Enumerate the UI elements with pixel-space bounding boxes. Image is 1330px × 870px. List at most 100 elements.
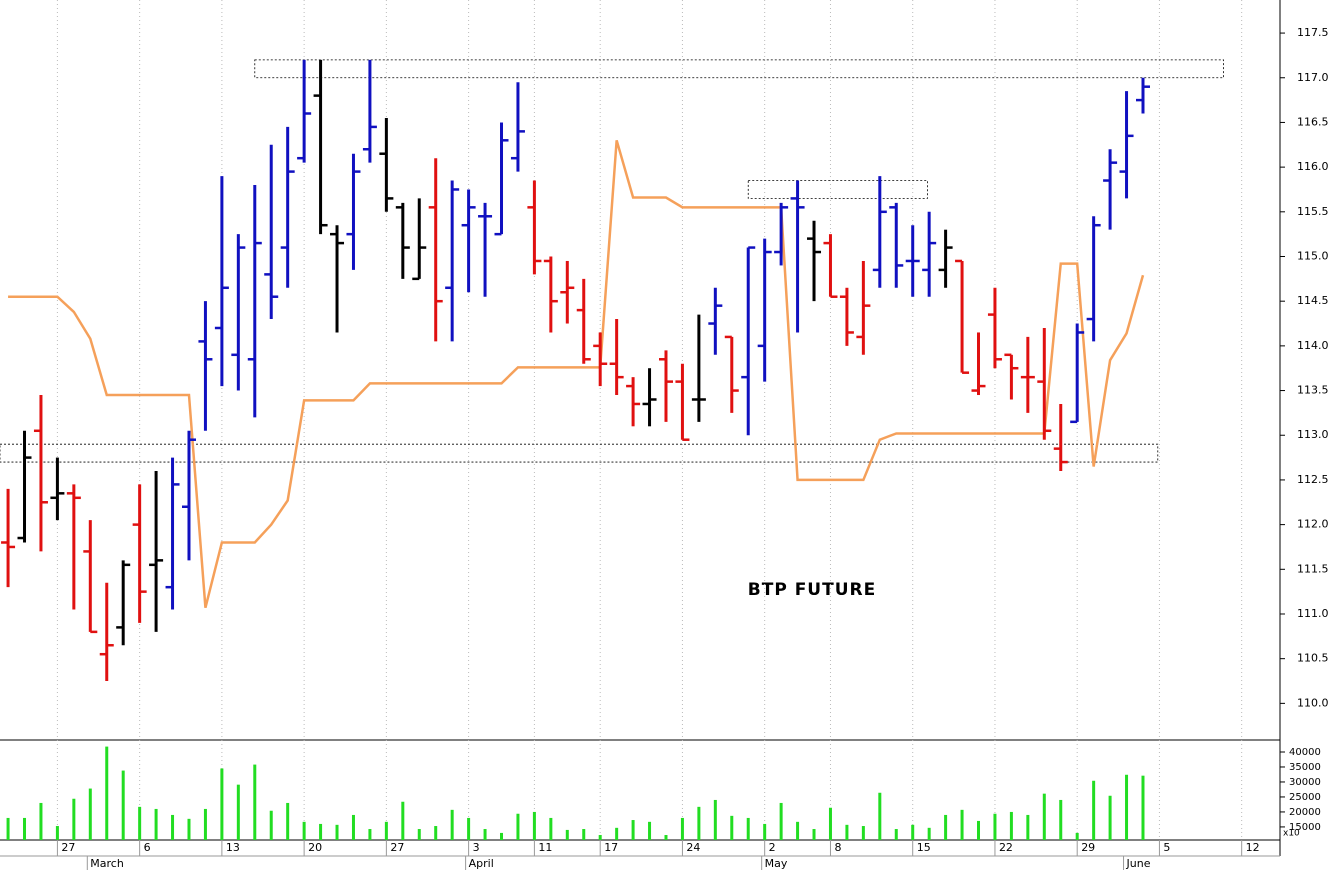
volume-bar bbox=[1075, 832, 1079, 840]
y-tick-label: 117.5 bbox=[1297, 26, 1329, 39]
volume-bar bbox=[911, 824, 915, 840]
month-label: April bbox=[469, 857, 494, 870]
volume-bar bbox=[467, 817, 471, 840]
volume-bar bbox=[6, 817, 10, 840]
volume-bar bbox=[960, 809, 964, 840]
volume-bar bbox=[598, 835, 602, 840]
volume-bar bbox=[861, 826, 865, 840]
volume-bar bbox=[23, 817, 27, 840]
volume-bar bbox=[1042, 793, 1046, 840]
volume-bar bbox=[1026, 814, 1030, 840]
y-tick-label: 115.5 bbox=[1297, 205, 1329, 218]
x-tick-label: 11 bbox=[538, 841, 552, 854]
volume-bar bbox=[187, 818, 191, 840]
x-tick-label: 2 bbox=[769, 841, 776, 854]
volume-bar bbox=[203, 808, 207, 840]
zone bbox=[747, 180, 928, 199]
volume-bar bbox=[927, 827, 931, 840]
x-tick-label: 5 bbox=[1163, 841, 1170, 854]
volume-bar bbox=[779, 802, 783, 840]
volume-bar bbox=[648, 821, 652, 840]
y-tick-label: 112.0 bbox=[1297, 518, 1329, 531]
volume-bar bbox=[105, 746, 109, 840]
y-tick-label: 117.0 bbox=[1297, 71, 1329, 84]
volume-bar bbox=[351, 814, 355, 840]
volume-bar bbox=[154, 808, 158, 840]
volume-tick-label: 35000 bbox=[1289, 762, 1321, 773]
x-tick-label: 17 bbox=[604, 841, 618, 854]
volume-bar bbox=[500, 832, 504, 840]
volume-bar bbox=[335, 824, 339, 840]
x-tick-label: 8 bbox=[834, 841, 841, 854]
month-label: March bbox=[90, 857, 124, 870]
volume-bar bbox=[121, 770, 125, 840]
volume-bar bbox=[664, 835, 668, 840]
volume-bar bbox=[549, 817, 553, 840]
volume-bar bbox=[845, 824, 849, 840]
y-tick-label: 113.5 bbox=[1297, 384, 1329, 397]
y-tick-label: 114.0 bbox=[1297, 339, 1329, 352]
volume-bar bbox=[1108, 795, 1112, 840]
y-tick-label: 114.5 bbox=[1297, 294, 1329, 307]
volume-bar bbox=[253, 764, 257, 840]
volume-bar bbox=[39, 802, 43, 840]
volume-bar bbox=[1009, 811, 1013, 840]
x-tick-label: 22 bbox=[999, 841, 1013, 854]
volume-bar bbox=[894, 829, 898, 840]
volume-tick-label: 15000 bbox=[1289, 822, 1321, 833]
volume-bar bbox=[796, 821, 800, 840]
volume-tick-label: 25000 bbox=[1289, 792, 1321, 803]
volume-bar bbox=[88, 788, 92, 840]
volume-bar bbox=[812, 829, 816, 840]
volume-bar bbox=[977, 820, 981, 840]
volume-bar bbox=[269, 810, 273, 840]
y-tick-label: 111.0 bbox=[1297, 607, 1329, 620]
volume-bar bbox=[944, 814, 948, 840]
y-tick-label: 113.0 bbox=[1297, 428, 1329, 441]
month-label: May bbox=[765, 857, 788, 870]
volume-bar bbox=[286, 802, 290, 840]
volume-bar bbox=[171, 814, 175, 840]
volume-bar bbox=[730, 815, 734, 840]
volume-bar bbox=[302, 821, 306, 840]
x-tick-label: 24 bbox=[686, 841, 700, 854]
volume-bar bbox=[1125, 774, 1129, 840]
y-tick-label: 112.5 bbox=[1297, 473, 1329, 486]
indicator-line bbox=[8, 139, 1145, 609]
y-tick-label: 111.5 bbox=[1297, 562, 1329, 575]
volume-tick-label: 20000 bbox=[1289, 807, 1321, 818]
volume-bar bbox=[763, 823, 767, 840]
x-tick-label: 20 bbox=[308, 841, 322, 854]
x-tick-label: 12 bbox=[1246, 841, 1260, 854]
volume-bar bbox=[368, 829, 372, 840]
volume-bar bbox=[220, 768, 224, 840]
x-tick-label: 3 bbox=[473, 841, 480, 854]
x-tick-label: 15 bbox=[917, 841, 931, 854]
volume-axis-note: x10 bbox=[1283, 829, 1300, 839]
volume-bar bbox=[434, 826, 438, 840]
x-tick-label: 27 bbox=[390, 841, 404, 854]
volume-bar bbox=[417, 829, 421, 840]
volume-bar bbox=[631, 820, 635, 840]
y-tick-label: 115.0 bbox=[1297, 249, 1329, 262]
month-label: June bbox=[1126, 857, 1151, 870]
volume-bar bbox=[236, 784, 240, 840]
x-tick-label: 27 bbox=[61, 841, 75, 854]
volume-bar bbox=[483, 829, 487, 840]
volume-bar bbox=[516, 813, 520, 840]
volume-bar bbox=[615, 827, 619, 840]
volume-bar bbox=[680, 817, 684, 840]
volume-bar bbox=[993, 813, 997, 840]
zone bbox=[254, 59, 1224, 79]
y-tick-label: 110.0 bbox=[1297, 696, 1329, 709]
volume-bar bbox=[746, 817, 750, 840]
volume-bar bbox=[401, 801, 405, 840]
y-tick-label: 110.5 bbox=[1297, 652, 1329, 665]
volume-tick-label: 40000 bbox=[1289, 747, 1321, 758]
volume-bar bbox=[319, 823, 323, 840]
chart-title: BTP FUTURE bbox=[748, 580, 876, 600]
volume-bar bbox=[697, 806, 701, 840]
volume-bar bbox=[450, 809, 454, 840]
x-tick-label: 6 bbox=[144, 841, 151, 854]
